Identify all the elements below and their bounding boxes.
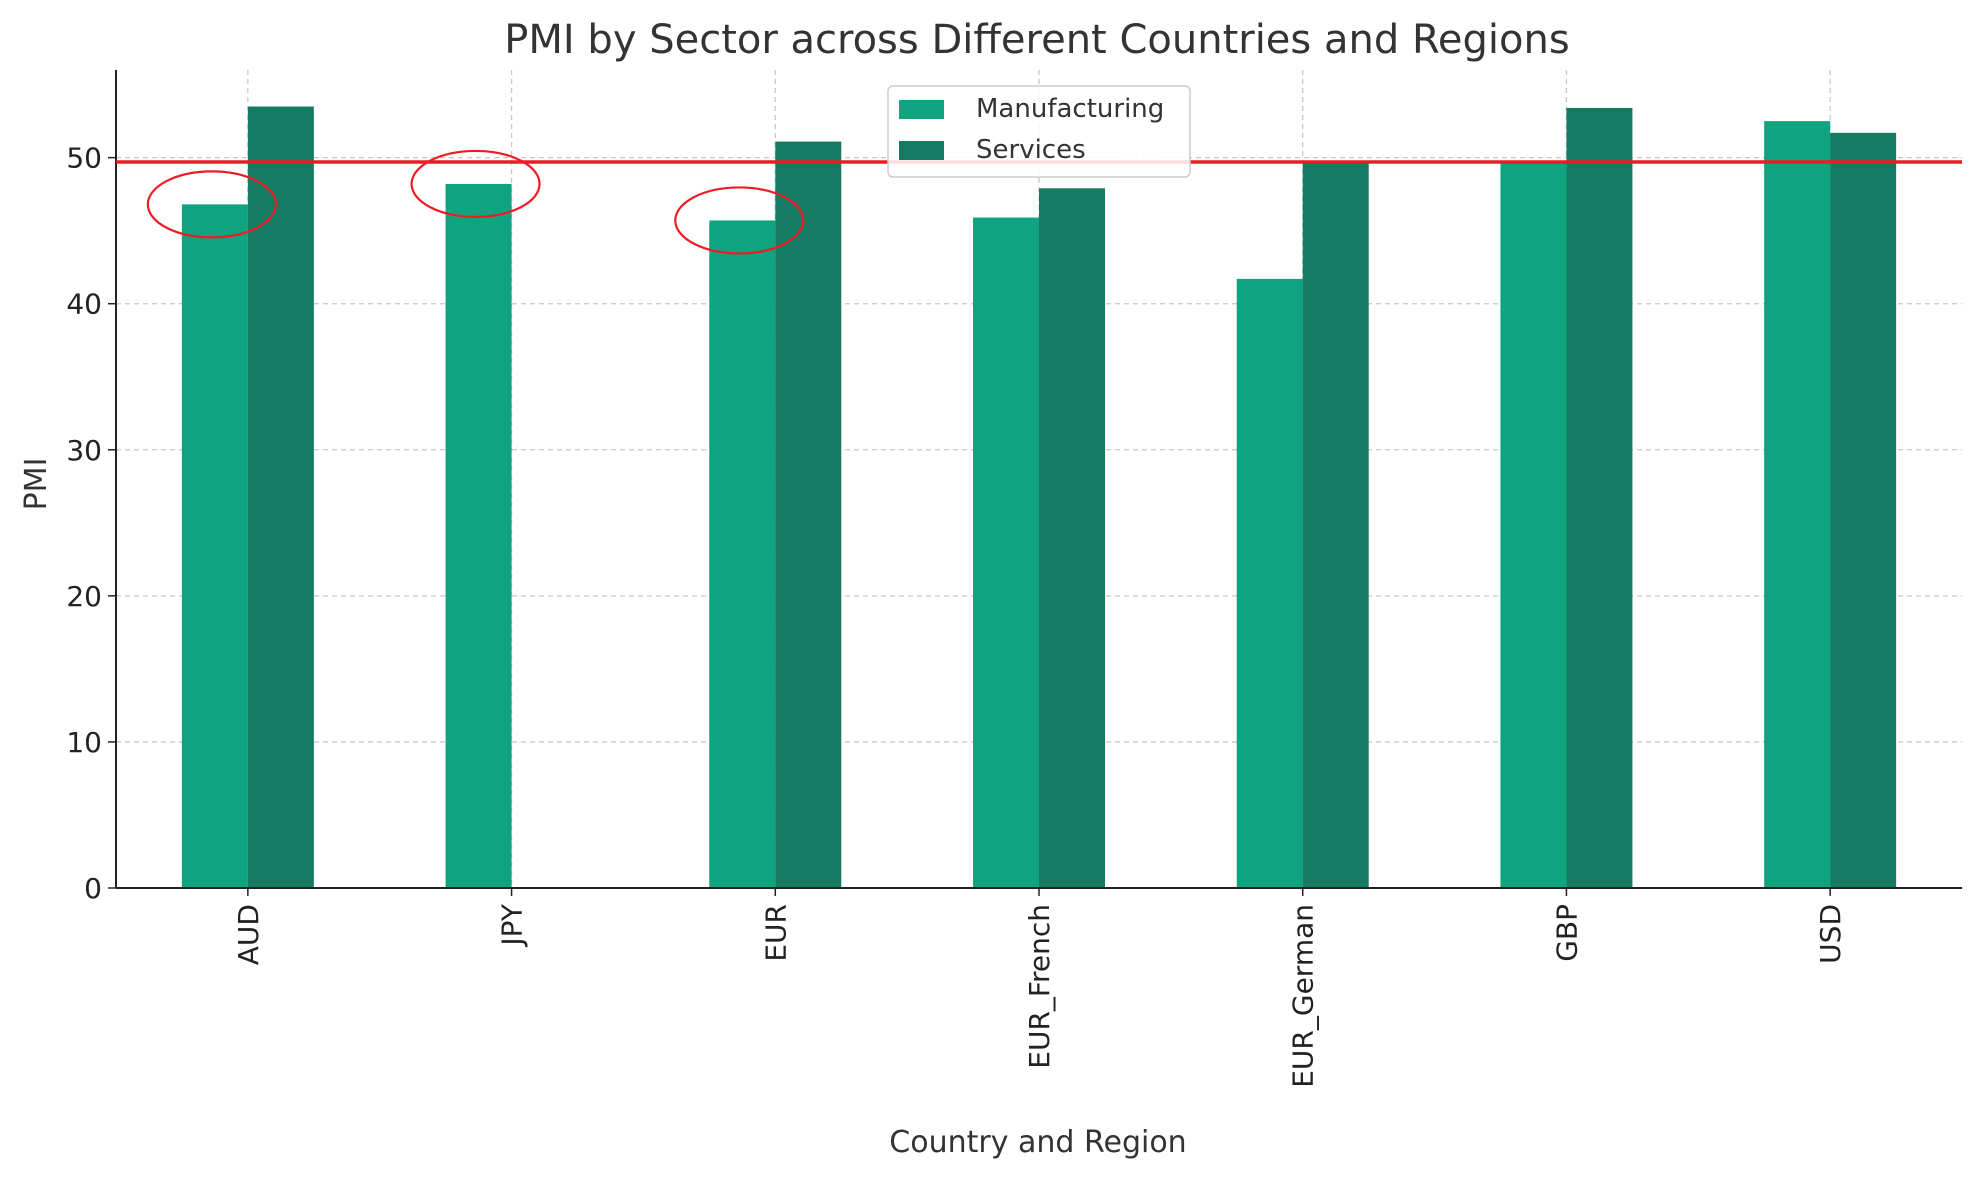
highlight-circle-jpy (410, 149, 541, 219)
axes (108, 70, 1962, 896)
y-tick-label: 10 (66, 726, 102, 759)
y-axis-label: PMI (19, 458, 54, 511)
x-tick-label: JPY (496, 903, 529, 948)
x-tick-label: EUR (759, 904, 792, 962)
legend-box (887, 85, 1191, 178)
y-tick-label: 30 (66, 434, 102, 467)
bar-manufacturing-aud (181, 204, 248, 888)
bar-manufacturing-eur_german (1236, 278, 1303, 888)
y-tick-label: 0 (84, 872, 102, 905)
x-axis-label: Country and Region (889, 1125, 1186, 1160)
bar-services-aud (247, 106, 314, 888)
bar-manufacturing-jpy (445, 183, 512, 888)
bars (181, 106, 1897, 889)
y-tick-label: 20 (66, 580, 102, 613)
bar-services-gbp (1566, 107, 1633, 888)
bar-manufacturing-gbp (1500, 160, 1567, 889)
highlight-circle-eur (674, 186, 805, 255)
bar-services-eur_german (1302, 160, 1369, 889)
legend-swatch-manufacturing (899, 100, 944, 119)
y-tick-label: 40 (66, 288, 102, 321)
legend-label-services: Services (976, 135, 1086, 165)
chart-title: PMI by Sector across Different Countries… (504, 17, 1569, 63)
x-tick-label: AUD (232, 904, 265, 965)
legend-label-manufacturing: Manufacturing (976, 94, 1164, 124)
bar-services-usd (1830, 132, 1897, 888)
bar-services-eur_french (1039, 188, 1105, 888)
x-tick-label: EUR_French (1023, 904, 1056, 1069)
x-tick-label: USD (1814, 904, 1847, 964)
y-tick-label: 50 (66, 142, 102, 175)
x-tick-label: EUR_German (1287, 904, 1320, 1088)
highlight-circle-aud (146, 170, 277, 239)
tick-labels: 0 10 20 30 40 50 AUD JPY EUR EUR_French EUR_German… (66, 142, 1847, 1088)
legend-swatch-services (899, 141, 944, 160)
bar-manufacturing-usd (1764, 121, 1831, 888)
legend: Manufacturing Services (887, 85, 1191, 178)
bar-services-eur (775, 141, 842, 888)
x-tick-label: GBP (1550, 904, 1583, 962)
bar-manufacturing-eur_french (973, 217, 1039, 888)
bar-manufacturing-eur (709, 220, 776, 889)
